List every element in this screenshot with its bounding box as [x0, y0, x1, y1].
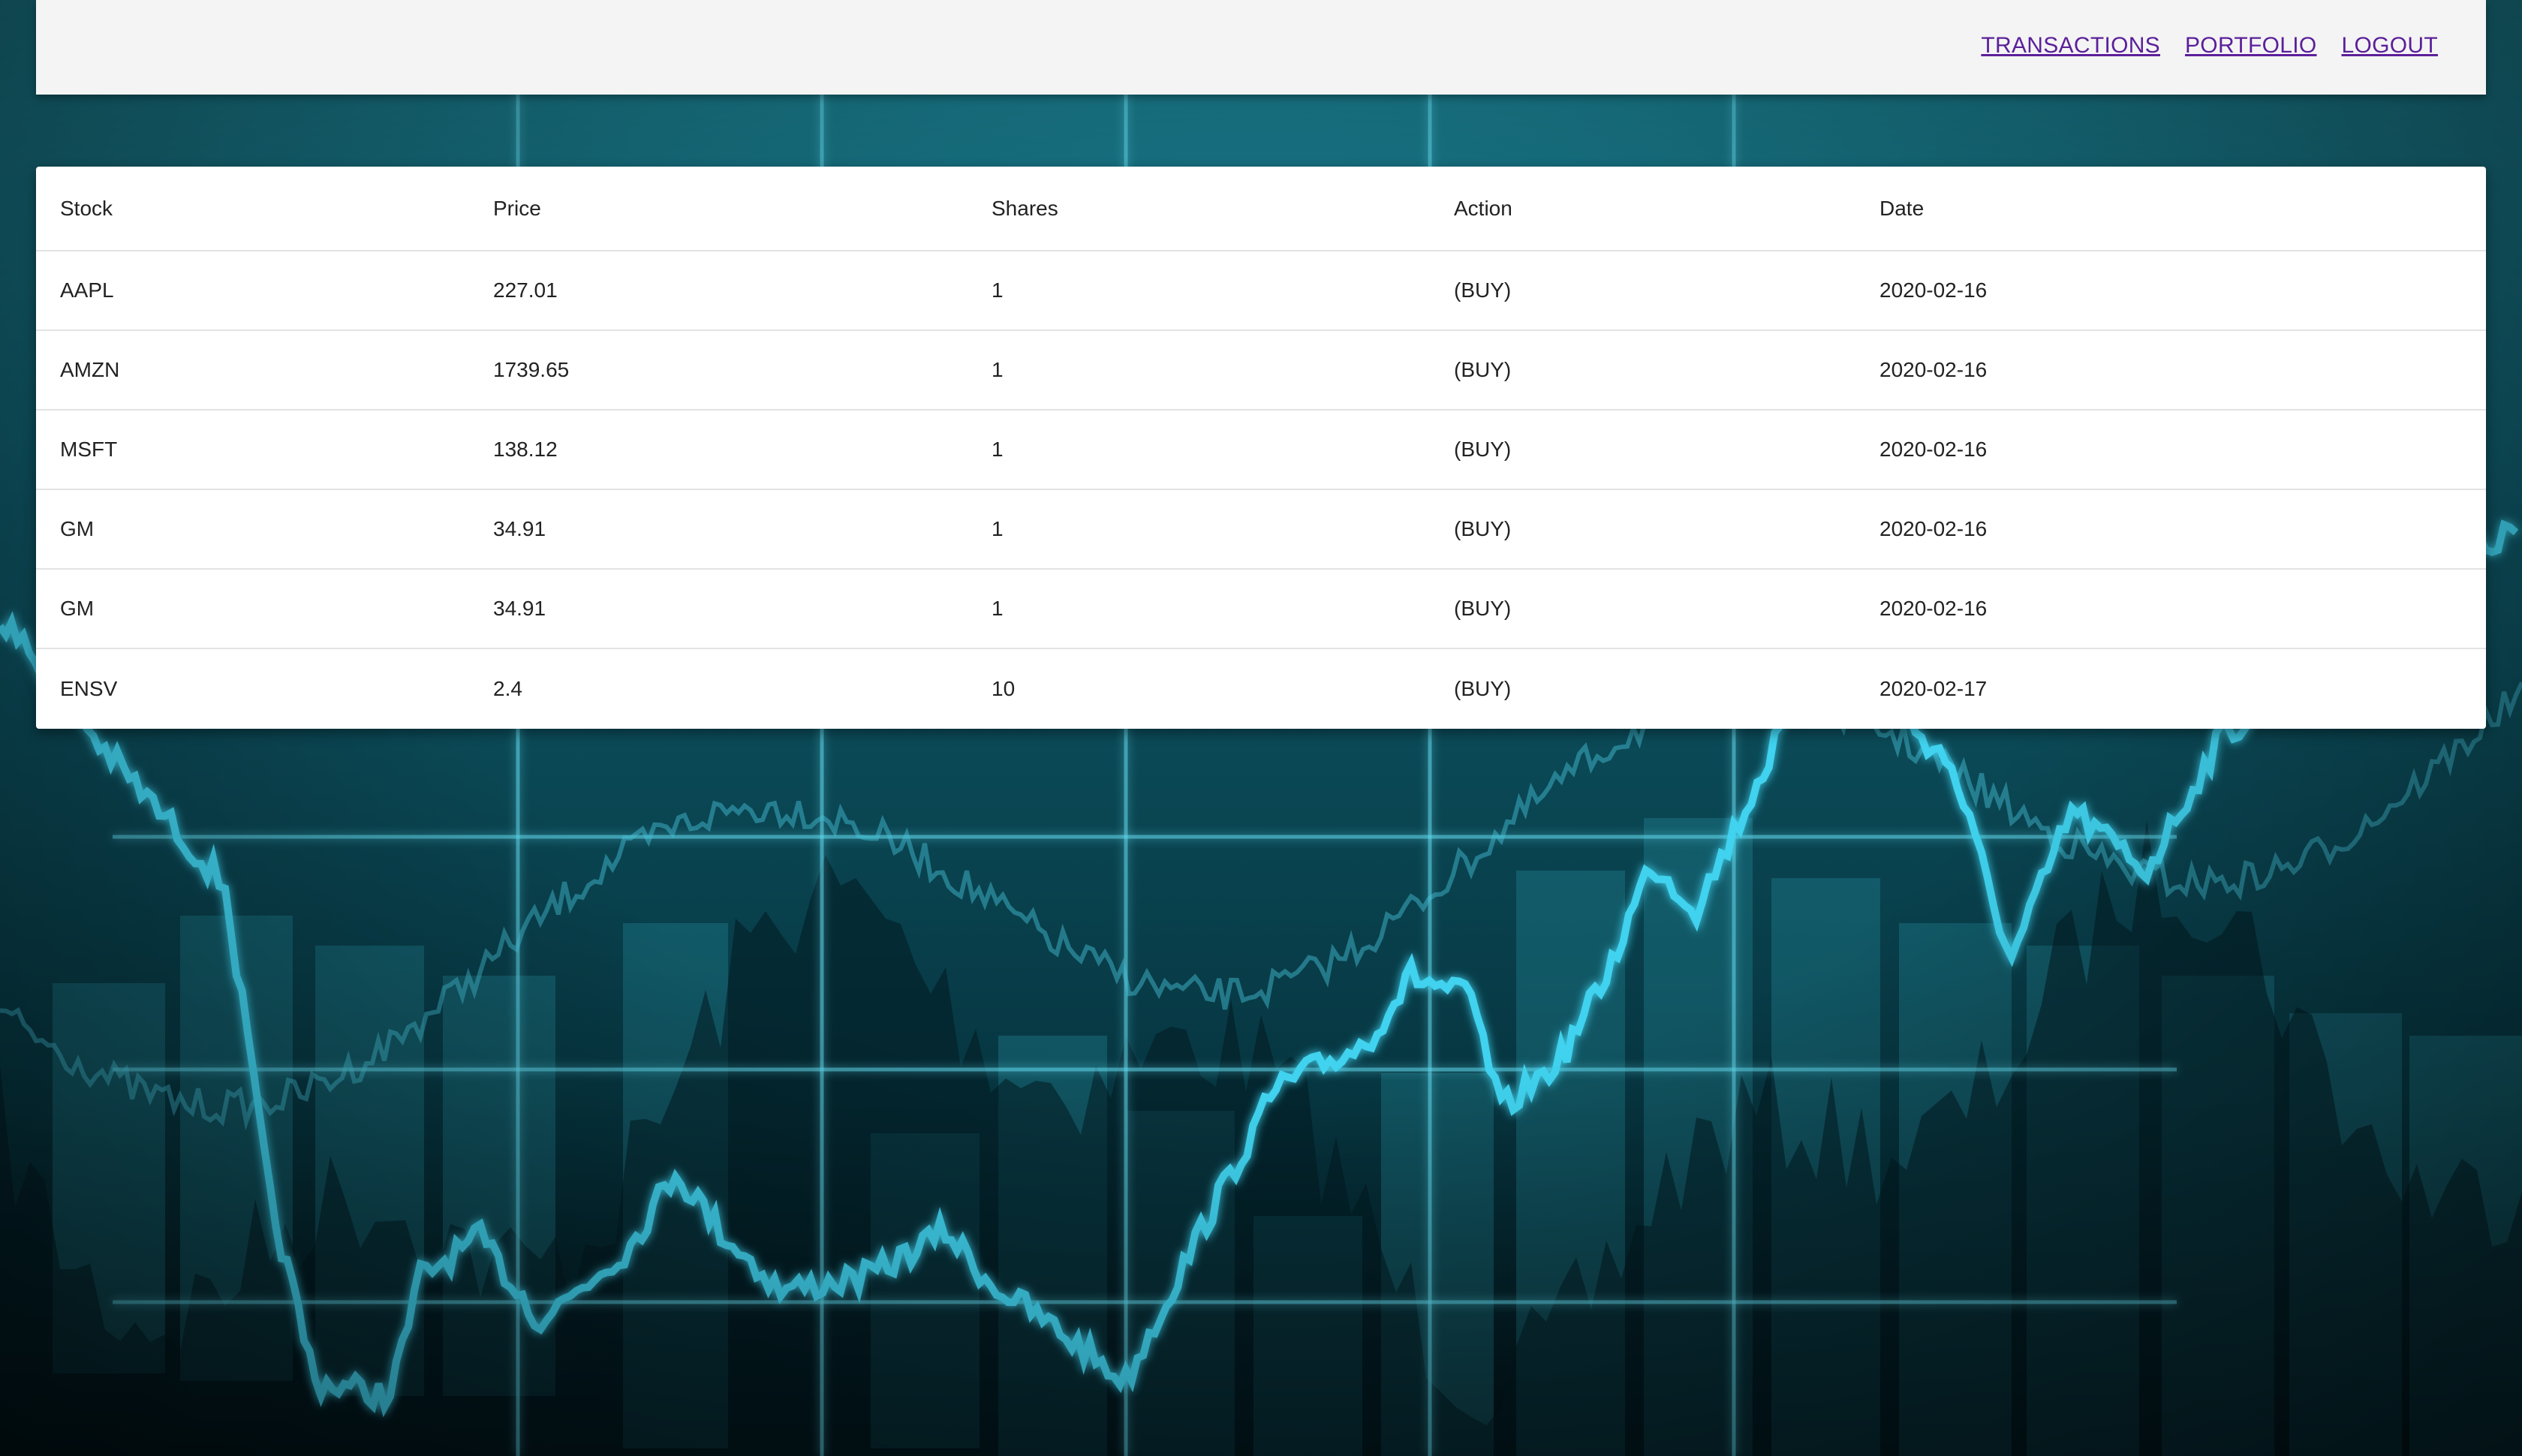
cell-date: 2020-02-16 — [1879, 517, 1988, 540]
cell-action: (BUY) — [1454, 597, 1512, 620]
nav-links: TRANSACTIONS PORTFOLIO LOGOUT — [1981, 33, 2438, 59]
cell-stock: MSFT — [60, 438, 118, 461]
transactions-table: Stock Price Shares Action Date AAPL 227.… — [36, 167, 2486, 728]
cell-price: 34.91 — [493, 517, 546, 540]
cell-date: 2020-02-17 — [1879, 676, 1988, 700]
cell-stock: AAPL — [60, 278, 114, 302]
cell-action: (BUY) — [1454, 278, 1512, 302]
top-navbar: TRANSACTIONS PORTFOLIO LOGOUT — [36, 0, 2486, 95]
nav-portfolio-link[interactable]: PORTFOLIO — [2185, 33, 2317, 58]
cell-stock: AMZN — [60, 358, 120, 381]
cell-shares: 10 — [992, 676, 1016, 700]
column-header-stock: Stock — [60, 196, 113, 220]
cell-date: 2020-02-16 — [1879, 358, 1988, 381]
nav-transactions-link[interactable]: TRANSACTIONS — [1981, 33, 2160, 58]
cell-action: (BUY) — [1454, 676, 1512, 700]
column-header-action: Action — [1454, 196, 1512, 220]
cell-action: (BUY) — [1454, 517, 1512, 540]
table-row: MSFT 138.12 1 (BUY) 2020-02-16 — [36, 410, 2486, 489]
table-row: AAPL 227.01 1 (BUY) 2020-02-16 — [36, 251, 2486, 330]
nav-logout-link[interactable]: LOGOUT — [2341, 33, 2438, 58]
cell-shares: 1 — [992, 438, 1004, 461]
cell-action: (BUY) — [1454, 358, 1512, 381]
cell-price: 2.4 — [493, 676, 522, 700]
cell-price: 34.91 — [493, 597, 546, 620]
cell-action: (BUY) — [1454, 438, 1512, 461]
table-row: GM 34.91 1 (BUY) 2020-02-16 — [36, 569, 2486, 648]
table-header-row: Stock Price Shares Action Date — [36, 167, 2486, 251]
cell-date: 2020-02-16 — [1879, 597, 1988, 620]
table-row: AMZN 1739.65 1 (BUY) 2020-02-16 — [36, 330, 2486, 410]
cell-shares: 1 — [992, 358, 1004, 381]
cell-date: 2020-02-16 — [1879, 278, 1988, 302]
transactions-card: Stock Price Shares Action Date AAPL 227.… — [36, 167, 2486, 729]
cell-stock: ENSV — [60, 676, 118, 700]
cell-price: 1739.65 — [493, 358, 570, 381]
cell-shares: 1 — [992, 278, 1004, 302]
cell-stock: GM — [60, 597, 95, 620]
cell-stock: GM — [60, 517, 95, 540]
column-header-date: Date — [1879, 196, 1925, 220]
table-row: GM 34.91 1 (BUY) 2020-02-16 — [36, 489, 2486, 569]
cell-price: 227.01 — [493, 278, 558, 302]
table-row: ENSV 2.4 10 (BUY) 2020-02-17 — [36, 648, 2486, 728]
cell-shares: 1 — [992, 597, 1004, 620]
column-header-price: Price — [493, 196, 541, 220]
column-header-shares: Shares — [992, 196, 1058, 220]
cell-price: 138.12 — [493, 438, 558, 461]
cell-date: 2020-02-16 — [1879, 438, 1988, 461]
cell-shares: 1 — [992, 517, 1004, 540]
